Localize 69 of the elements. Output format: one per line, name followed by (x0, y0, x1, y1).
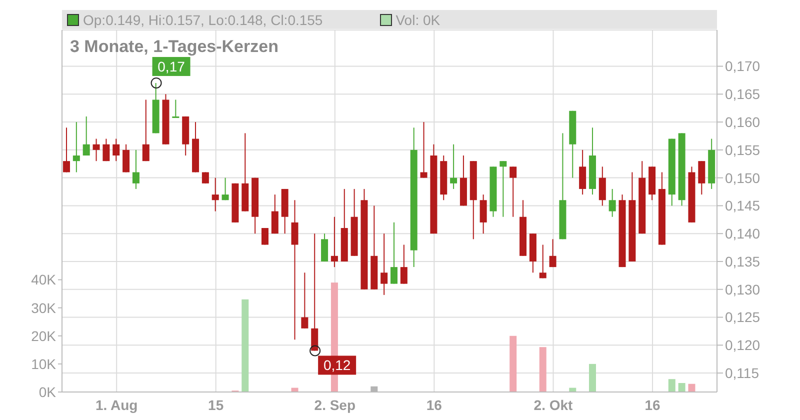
candlestick (400, 244, 408, 284)
bar (688, 384, 696, 392)
candlestick (330, 216, 338, 268)
candlestick (380, 233, 388, 296)
x-tick-label: 1. Aug (95, 396, 138, 413)
x-tick-label: 2. Okt (534, 396, 574, 413)
y-tick-label: 0,165 (725, 86, 760, 102)
chart-title: 3 Monate, 1-Tages-Kerzen (70, 37, 278, 57)
candlestick (480, 194, 487, 234)
candlestick (311, 233, 318, 352)
candlestick (102, 138, 110, 162)
candlestick (539, 244, 546, 279)
y2-tick-label: 10K (31, 356, 57, 372)
candlestick (698, 160, 706, 196)
annotation: 0,12 (323, 357, 351, 374)
bar (678, 383, 686, 392)
y-tick-label: 0,145 (725, 198, 760, 214)
candlestick (291, 200, 298, 340)
candlestick (301, 272, 308, 329)
candlestick (112, 138, 120, 162)
candlestick (202, 172, 209, 184)
candlestick (450, 144, 458, 190)
candlestick (420, 122, 428, 178)
candlestick (132, 149, 140, 190)
candlestick (579, 149, 586, 196)
candlestick (261, 228, 268, 246)
y-tick-label: 0,120 (725, 337, 760, 354)
y-tick-label: 0,130 (725, 281, 760, 298)
y-tick-label: 0,150 (725, 170, 760, 186)
candlestick (549, 238, 556, 268)
x-tick-label: 2. Sep (314, 396, 356, 413)
candlestick (321, 233, 328, 262)
x-tick-label: 16 (644, 396, 660, 413)
y-tick-label: 0,140 (725, 226, 760, 242)
candlestick (598, 166, 606, 206)
legend-label: Vol: 0K (396, 12, 440, 28)
y-tick-label: 0,155 (725, 142, 760, 158)
candlestick (172, 99, 180, 118)
y2-tick-label: 40K (31, 272, 57, 288)
candlestick (510, 166, 517, 218)
y2-tick-label: 30K (31, 300, 57, 316)
candlestick (82, 116, 90, 156)
candlestick (271, 194, 278, 234)
x-tick-label: 15 (208, 396, 224, 413)
bar (242, 299, 249, 392)
candlestick (222, 177, 229, 201)
candlestick (92, 138, 100, 162)
candlestick (142, 99, 150, 162)
y-tick-label: 0,135 (725, 253, 760, 270)
y-tick-label: 0,125 (725, 309, 760, 326)
candlestick (72, 122, 80, 173)
candlestick (122, 144, 130, 173)
legend-label: Op:0.149, Hi:0.157, Lo:0.148, Cl:0.155 (83, 12, 323, 28)
candlestick (500, 160, 507, 218)
x-tick-label: 16 (426, 396, 442, 413)
y2-tick-label: 20K (31, 328, 57, 344)
y2-tick-label: 0K (38, 384, 57, 400)
y-tick-label: 0,170 (725, 58, 760, 74)
annotation: 0,17 (158, 58, 186, 74)
y-tick-label: 0,115 (725, 365, 760, 382)
bar (588, 364, 596, 392)
candlestick (608, 188, 616, 218)
y-tick-label: 0,160 (725, 114, 760, 130)
candlestick (390, 222, 398, 284)
bar (510, 336, 517, 392)
bar (539, 347, 546, 392)
bar (668, 379, 676, 392)
candlestick (63, 127, 70, 173)
candlestick (212, 177, 219, 212)
